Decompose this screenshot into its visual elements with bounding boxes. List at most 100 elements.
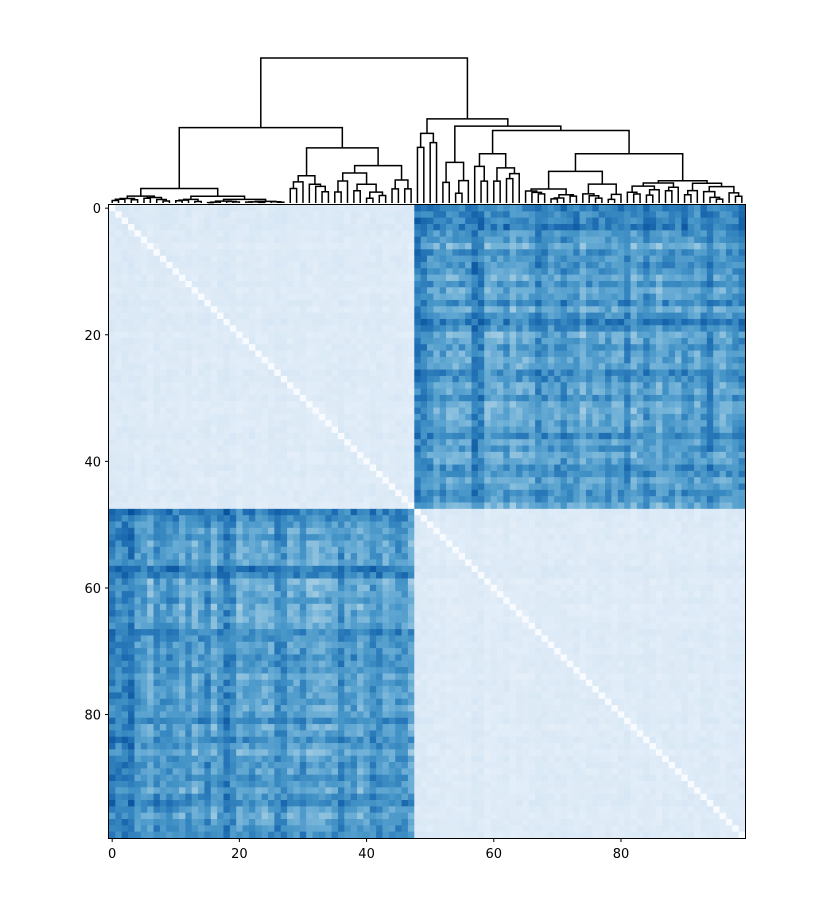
heatmap-cell (465, 445, 472, 453)
heatmap-cell (128, 496, 135, 503)
heatmap-cell (217, 287, 224, 295)
heatmap-cell (535, 293, 542, 301)
heatmap-cell (293, 242, 301, 250)
heatmap-cell (229, 280, 237, 288)
heatmap-cell (293, 223, 301, 231)
heatmap-cell (357, 331, 364, 339)
heatmap-cell (306, 255, 313, 263)
heatmap-cell (725, 325, 733, 332)
heatmap-cell (458, 249, 466, 257)
heatmap-cell (662, 382, 670, 389)
heatmap-cell (592, 439, 600, 446)
heatmap-cell (331, 236, 339, 244)
heatmap-cell (191, 375, 199, 383)
heatmap-cell (159, 382, 167, 389)
heatmap-cell (382, 236, 390, 244)
heatmap-cell (605, 217, 612, 225)
heatmap-cell (681, 464, 689, 472)
heatmap-cell (153, 318, 161, 326)
heatmap-cell (700, 483, 708, 491)
dendrogram-link (632, 193, 641, 203)
heatmap-cell (274, 280, 282, 288)
heatmap-cell (293, 445, 301, 453)
heatmap-cell (369, 394, 377, 402)
heatmap-cell (134, 496, 142, 503)
heatmap-cell (325, 261, 332, 269)
heatmap-cell (452, 325, 460, 332)
heatmap-cell (522, 496, 530, 503)
heatmap-cell (732, 331, 740, 339)
heatmap-cell (388, 420, 396, 427)
heatmap-cell (713, 344, 720, 351)
heatmap-cell (687, 401, 695, 408)
heatmap-cell (172, 344, 180, 351)
heatmap-cell (414, 363, 422, 370)
heatmap-cell (458, 394, 466, 402)
heatmap-cell (605, 432, 612, 440)
heatmap-cell (560, 249, 568, 257)
heatmap-cell (369, 242, 377, 250)
heatmap-cell (725, 230, 733, 238)
heatmap-cell (172, 451, 180, 459)
heatmap-cell (643, 261, 650, 269)
heatmap-cell (541, 483, 549, 491)
heatmap-cell (719, 451, 727, 459)
heatmap-cell (624, 382, 631, 389)
heatmap-cell (617, 318, 625, 326)
heatmap-cell (446, 211, 453, 219)
heatmap-cell (547, 356, 555, 364)
heatmap-cell (471, 287, 479, 295)
heatmap-cell (719, 432, 727, 440)
heatmap-cell (331, 445, 339, 453)
heatmap-cell (299, 388, 307, 396)
heatmap-cell (681, 356, 689, 364)
heatmap-cell (274, 255, 282, 263)
heatmap-cell (325, 369, 332, 377)
heatmap-cell (566, 223, 574, 231)
heatmap-cell (541, 502, 549, 510)
heatmap-cell (395, 413, 402, 421)
heatmap-cell (318, 205, 326, 212)
heatmap-cell (630, 363, 638, 370)
heatmap-cell (554, 280, 561, 288)
heatmap-cell (268, 432, 275, 440)
heatmap-cell (516, 388, 523, 396)
heatmap-cell (204, 502, 212, 510)
heatmap-cell (306, 445, 313, 453)
heatmap-cell (185, 280, 193, 288)
heatmap-cell (420, 249, 428, 257)
heatmap-cell (147, 255, 154, 263)
heatmap-cell (668, 477, 676, 484)
heatmap-cell (598, 451, 606, 459)
heatmap-cell (337, 268, 345, 276)
heatmap-cell (649, 420, 657, 427)
heatmap-cell (401, 426, 409, 434)
heatmap-cell (446, 489, 453, 497)
heatmap-cell (350, 394, 358, 402)
heatmap-cell (694, 312, 701, 320)
heatmap-cell (134, 388, 142, 396)
heatmap-cell (643, 249, 650, 257)
heatmap-cell (484, 331, 491, 339)
dendrogram-link (178, 199, 190, 203)
heatmap-cell (109, 306, 116, 314)
heatmap-cell (477, 217, 485, 225)
heatmap-cell (274, 369, 282, 377)
heatmap-cell (433, 432, 441, 440)
heatmap-cell (719, 401, 727, 408)
heatmap-cell (649, 299, 657, 307)
heatmap-cell (331, 470, 339, 478)
heatmap-cell (706, 401, 714, 408)
heatmap-cell (255, 268, 263, 276)
heatmap-cell (477, 312, 485, 320)
heatmap-cell (401, 413, 409, 421)
heatmap-cell (471, 502, 479, 510)
heatmap-cell (630, 318, 638, 326)
heatmap-cell (420, 325, 428, 332)
heatmap-cell (382, 445, 390, 453)
heatmap-cell (713, 230, 720, 238)
heatmap-cell (535, 508, 542, 516)
heatmap-cell (306, 312, 313, 320)
heatmap-cell (414, 394, 422, 402)
heatmap-cell (484, 489, 491, 497)
